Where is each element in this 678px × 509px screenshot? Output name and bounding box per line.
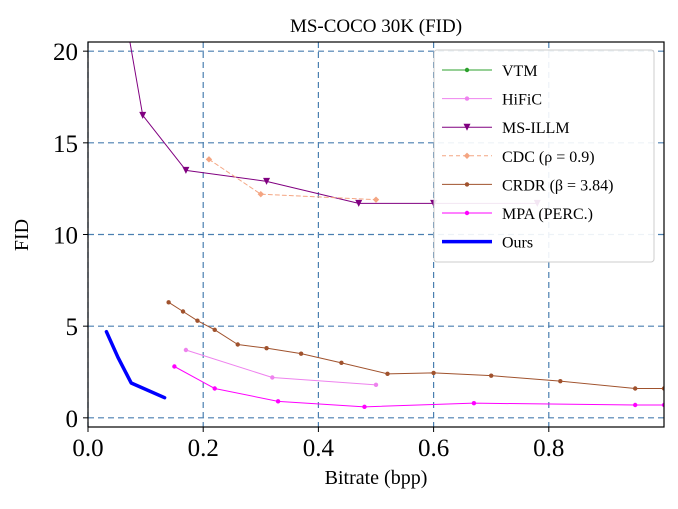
series-line-3 bbox=[208, 158, 377, 201]
series-5-point-3 bbox=[362, 404, 367, 410]
series-4-point-1 bbox=[180, 309, 186, 314]
series-1 bbox=[183, 347, 379, 388]
legend-label-4: CRDR (β = 3.84) bbox=[502, 177, 613, 194]
series-3-point-1 bbox=[257, 190, 264, 198]
series-line-5 bbox=[173, 366, 664, 408]
series-5-point-0 bbox=[172, 364, 177, 369]
series-5 bbox=[172, 364, 664, 410]
y-tick-label-1: 5 bbox=[66, 314, 79, 341]
series-4-point-10 bbox=[489, 373, 494, 378]
series-4-point-11 bbox=[558, 378, 563, 384]
series-2-point-4 bbox=[355, 199, 363, 207]
y-tick-label-3: 15 bbox=[53, 131, 78, 158]
legend-box bbox=[433, 49, 655, 263]
legend-marker-2 bbox=[463, 123, 471, 131]
legend-label-0: VTM bbox=[502, 63, 538, 80]
series-4-point-12 bbox=[633, 386, 638, 391]
x-tick-label-2: 0.4 bbox=[303, 435, 335, 462]
legend-label-1: HiFiC bbox=[502, 92, 542, 109]
legend-marker-4 bbox=[464, 182, 470, 187]
series-4-point-6 bbox=[298, 351, 304, 356]
tick-layer: 0.0 0.2 0.4 0.6 0.8 0 5 10 15 20 bbox=[53, 39, 564, 462]
series-1-point-2 bbox=[373, 382, 379, 388]
x-axis-label: Bitrate (bpp) bbox=[325, 467, 428, 489]
series-2-point-1 bbox=[139, 111, 147, 119]
legend-marker-5 bbox=[464, 210, 470, 216]
y-tick-label-0: 0 bbox=[66, 406, 79, 433]
x-tick-label-0: 0.0 bbox=[72, 435, 103, 462]
legend-marker-1 bbox=[464, 96, 470, 101]
series-4-point-2 bbox=[195, 318, 200, 323]
series-line-6 bbox=[104, 329, 167, 400]
series-3 bbox=[205, 156, 380, 203]
series-4-point-3 bbox=[212, 327, 217, 333]
series-layer bbox=[104, 29, 664, 410]
legend-marker-3 bbox=[463, 152, 471, 159]
legend-label-2: MS-ILLM bbox=[502, 120, 570, 137]
series-4-point-7 bbox=[339, 360, 344, 366]
legend-label-6: Ours bbox=[502, 235, 533, 252]
series-4-point-9 bbox=[431, 370, 436, 376]
series-6 bbox=[104, 329, 167, 400]
series-2-point-2 bbox=[182, 166, 190, 174]
x-tick-label-4: 0.8 bbox=[533, 435, 564, 462]
series-4-point-5 bbox=[264, 345, 269, 351]
x-tick-label-3: 0.6 bbox=[418, 435, 449, 462]
series-line-4 bbox=[168, 301, 664, 389]
series-4-point-4 bbox=[235, 342, 240, 347]
y-tick-label-4: 20 bbox=[53, 39, 78, 66]
series-2-point-3 bbox=[263, 177, 271, 185]
series-5-point-1 bbox=[212, 386, 217, 391]
series-4 bbox=[166, 300, 664, 391]
legend-layer: VTM HiFiC MS-ILLM CDC (ρ = 0.9) CRDR (β = 3.… bbox=[433, 49, 655, 263]
series-5-point-4 bbox=[471, 400, 477, 406]
series-2-point-0 bbox=[125, 29, 132, 36]
legend-label-3: CDC (ρ = 0.9) bbox=[502, 149, 595, 166]
y-tick-label-2: 10 bbox=[53, 223, 78, 250]
chart-title: MS-COCO 30K (FID) bbox=[290, 16, 462, 37]
series-4-point-8 bbox=[385, 371, 390, 377]
series-4-point-0 bbox=[166, 300, 171, 305]
series-3-point-0 bbox=[205, 156, 213, 163]
legend-marker-0 bbox=[464, 67, 470, 73]
y-axis-label: FID bbox=[11, 219, 33, 251]
legend-label-5: MPA (PERC.) bbox=[502, 206, 593, 223]
series-1-point-1 bbox=[270, 375, 275, 380]
series-line-1 bbox=[185, 349, 377, 386]
series-5-point-5 bbox=[633, 402, 638, 408]
series-5-point-2 bbox=[275, 399, 281, 404]
series-3-point-2 bbox=[372, 196, 380, 203]
x-tick-label-1: 0.2 bbox=[188, 435, 219, 462]
series-1-point-0 bbox=[183, 347, 189, 353]
